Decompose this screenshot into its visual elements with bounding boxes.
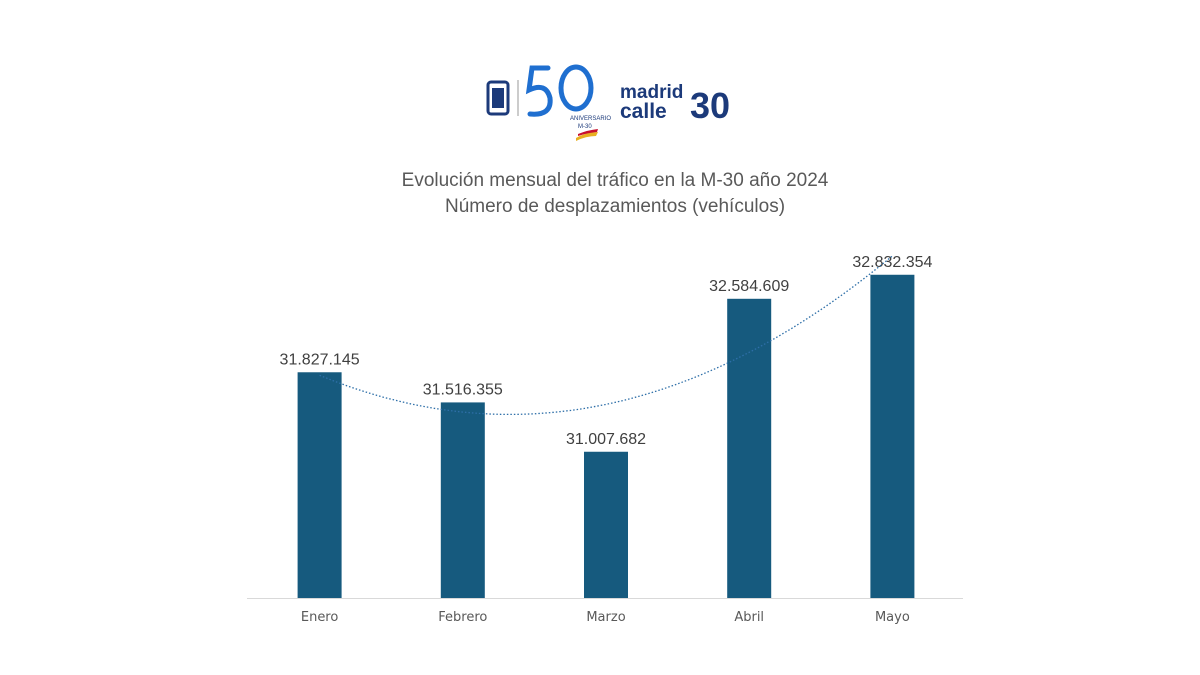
madrid-calle30-50-aniversario-logo: ANIVERSARIO M-30 madrid calle 30 bbox=[486, 64, 730, 141]
svg-text:M-30: M-30 bbox=[578, 124, 592, 130]
bar-marzo bbox=[584, 451, 628, 598]
data-label: 31.007.682 bbox=[566, 431, 646, 448]
data-label: 32.584.609 bbox=[709, 278, 789, 295]
data-label: 32.832.354 bbox=[852, 254, 932, 271]
bar-abril bbox=[727, 298, 772, 598]
x-tick-label: Abril bbox=[734, 610, 764, 625]
data-label: 31.516.355 bbox=[423, 381, 503, 398]
svg-text:ANIVERSARIO: ANIVERSARIO bbox=[570, 116, 611, 122]
bar-febrero bbox=[440, 402, 485, 598]
x-tick-label: Febrero bbox=[438, 610, 487, 625]
data-label: 31.827.145 bbox=[280, 351, 360, 368]
chart-subtitle: Número de desplazamientos (vehículos) bbox=[444, 196, 786, 217]
svg-text:madrid: madrid bbox=[620, 82, 683, 103]
trendline bbox=[319, 255, 893, 416]
bar-enero bbox=[297, 372, 342, 598]
chart-title: Evolución mensual del tráfico en la M-30… bbox=[401, 170, 829, 191]
x-tick-label: Marzo bbox=[586, 610, 625, 625]
x-tick-label: Enero bbox=[301, 610, 339, 625]
svg-text:30: 30 bbox=[690, 85, 730, 126]
x-tick-label: Mayo bbox=[875, 610, 910, 625]
svg-text:calle: calle bbox=[620, 100, 667, 123]
bar-mayo bbox=[870, 274, 915, 598]
